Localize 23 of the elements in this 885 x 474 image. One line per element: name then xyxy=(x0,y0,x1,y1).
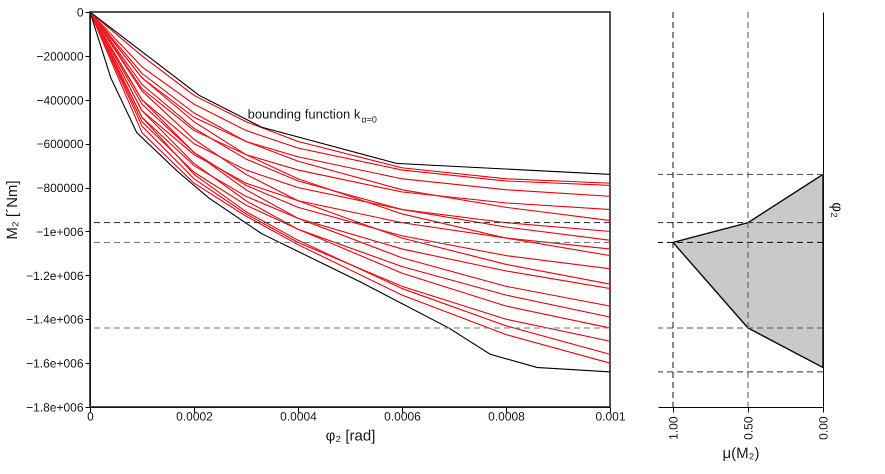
y-axis-title: M₂ [´Nm] xyxy=(4,180,22,240)
x-axis-title: φ₂ [rad] xyxy=(326,428,376,444)
x-tick-label: 0.00 xyxy=(816,416,830,440)
y-tick-label: −1.2e+006 xyxy=(26,268,84,283)
y-tick-label: −200000 xyxy=(36,49,84,64)
y-tick-label: −800000 xyxy=(36,181,84,196)
y-axis-title: φ₂ xyxy=(828,202,846,218)
x-tick-label: 0.0004 xyxy=(280,410,318,424)
x-axis-title: μ(M₂) xyxy=(722,444,760,462)
y-tick-label: −600000 xyxy=(36,137,84,152)
x-tick-label: 0 xyxy=(87,410,94,424)
y-tick-label: −1.4e+006 xyxy=(26,312,84,327)
x-tick-label: 0.001 xyxy=(595,410,626,424)
x-tick-label: 0.0002 xyxy=(176,410,214,424)
y-tick-label: −1.8e+006 xyxy=(26,400,84,414)
x-tick-label: 0.50 xyxy=(742,416,756,440)
y-tick-label: −1.6e+006 xyxy=(26,356,84,371)
y-tick-label: −1e+006 xyxy=(36,224,84,239)
x-tick-label: 0.0006 xyxy=(384,410,422,424)
y-tick-label: 0 xyxy=(76,6,84,20)
x-tick-label: 0.0008 xyxy=(488,410,526,424)
y-tick-label: −400000 xyxy=(36,93,84,108)
x-tick-label: 1.00 xyxy=(666,416,680,440)
